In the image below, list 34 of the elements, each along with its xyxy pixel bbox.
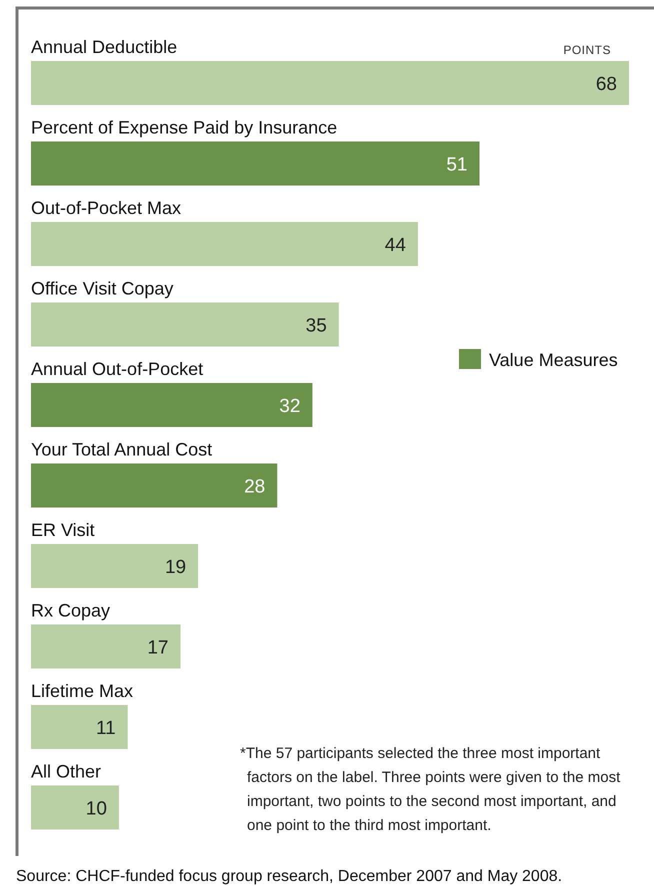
data-label: 32: [279, 396, 300, 417]
data-label: 19: [164, 557, 186, 578]
bar: [31, 383, 312, 427]
y-tick-label: Percent of Expense Paid by Insurance: [31, 118, 338, 138]
data-label: 10: [86, 798, 107, 820]
y-tick-label: ER Visit: [31, 520, 95, 540]
y-tick-label: Your Total Annual Cost: [31, 440, 212, 460]
bar: [31, 624, 180, 668]
data-label: 68: [596, 74, 617, 95]
y-tick-label: Annual Out-of-Pocket: [31, 359, 204, 379]
data-label: 35: [306, 316, 327, 336]
data-label: 11: [96, 718, 116, 739]
data-label: 28: [244, 476, 266, 498]
data-label: 44: [384, 235, 406, 256]
y-tick-label: Lifetime Max: [31, 681, 134, 701]
y-tick-label: Out-of-Pocket Max: [31, 198, 182, 218]
bar: [31, 142, 480, 186]
y-tick-label: All Other: [31, 762, 102, 782]
bar: [31, 61, 629, 105]
source-note: Source: CHCF-funded focus group research, December 2007 and May 2008.: [16, 868, 562, 885]
bar: [31, 464, 278, 508]
data-label: 51: [446, 154, 468, 176]
bar: [31, 302, 339, 346]
data-label: 17: [147, 638, 168, 658]
x-axis-title: POINTS: [563, 43, 611, 57]
bar: [31, 222, 418, 266]
y-tick-label: Rx Copay: [31, 600, 110, 620]
annotation: *The 57 participants selected the three most important factors on the label. Three points were given to the most important, two points to the second most important, and one point to the third most important.: [240, 745, 622, 834]
bar: [31, 786, 119, 830]
legend-label: Value Measures: [489, 350, 618, 370]
y-tick-label: Annual Deductible: [31, 37, 178, 57]
bar: [31, 544, 198, 588]
bar: [31, 705, 128, 749]
y-tick-label: Office Visit Copay: [31, 278, 174, 298]
